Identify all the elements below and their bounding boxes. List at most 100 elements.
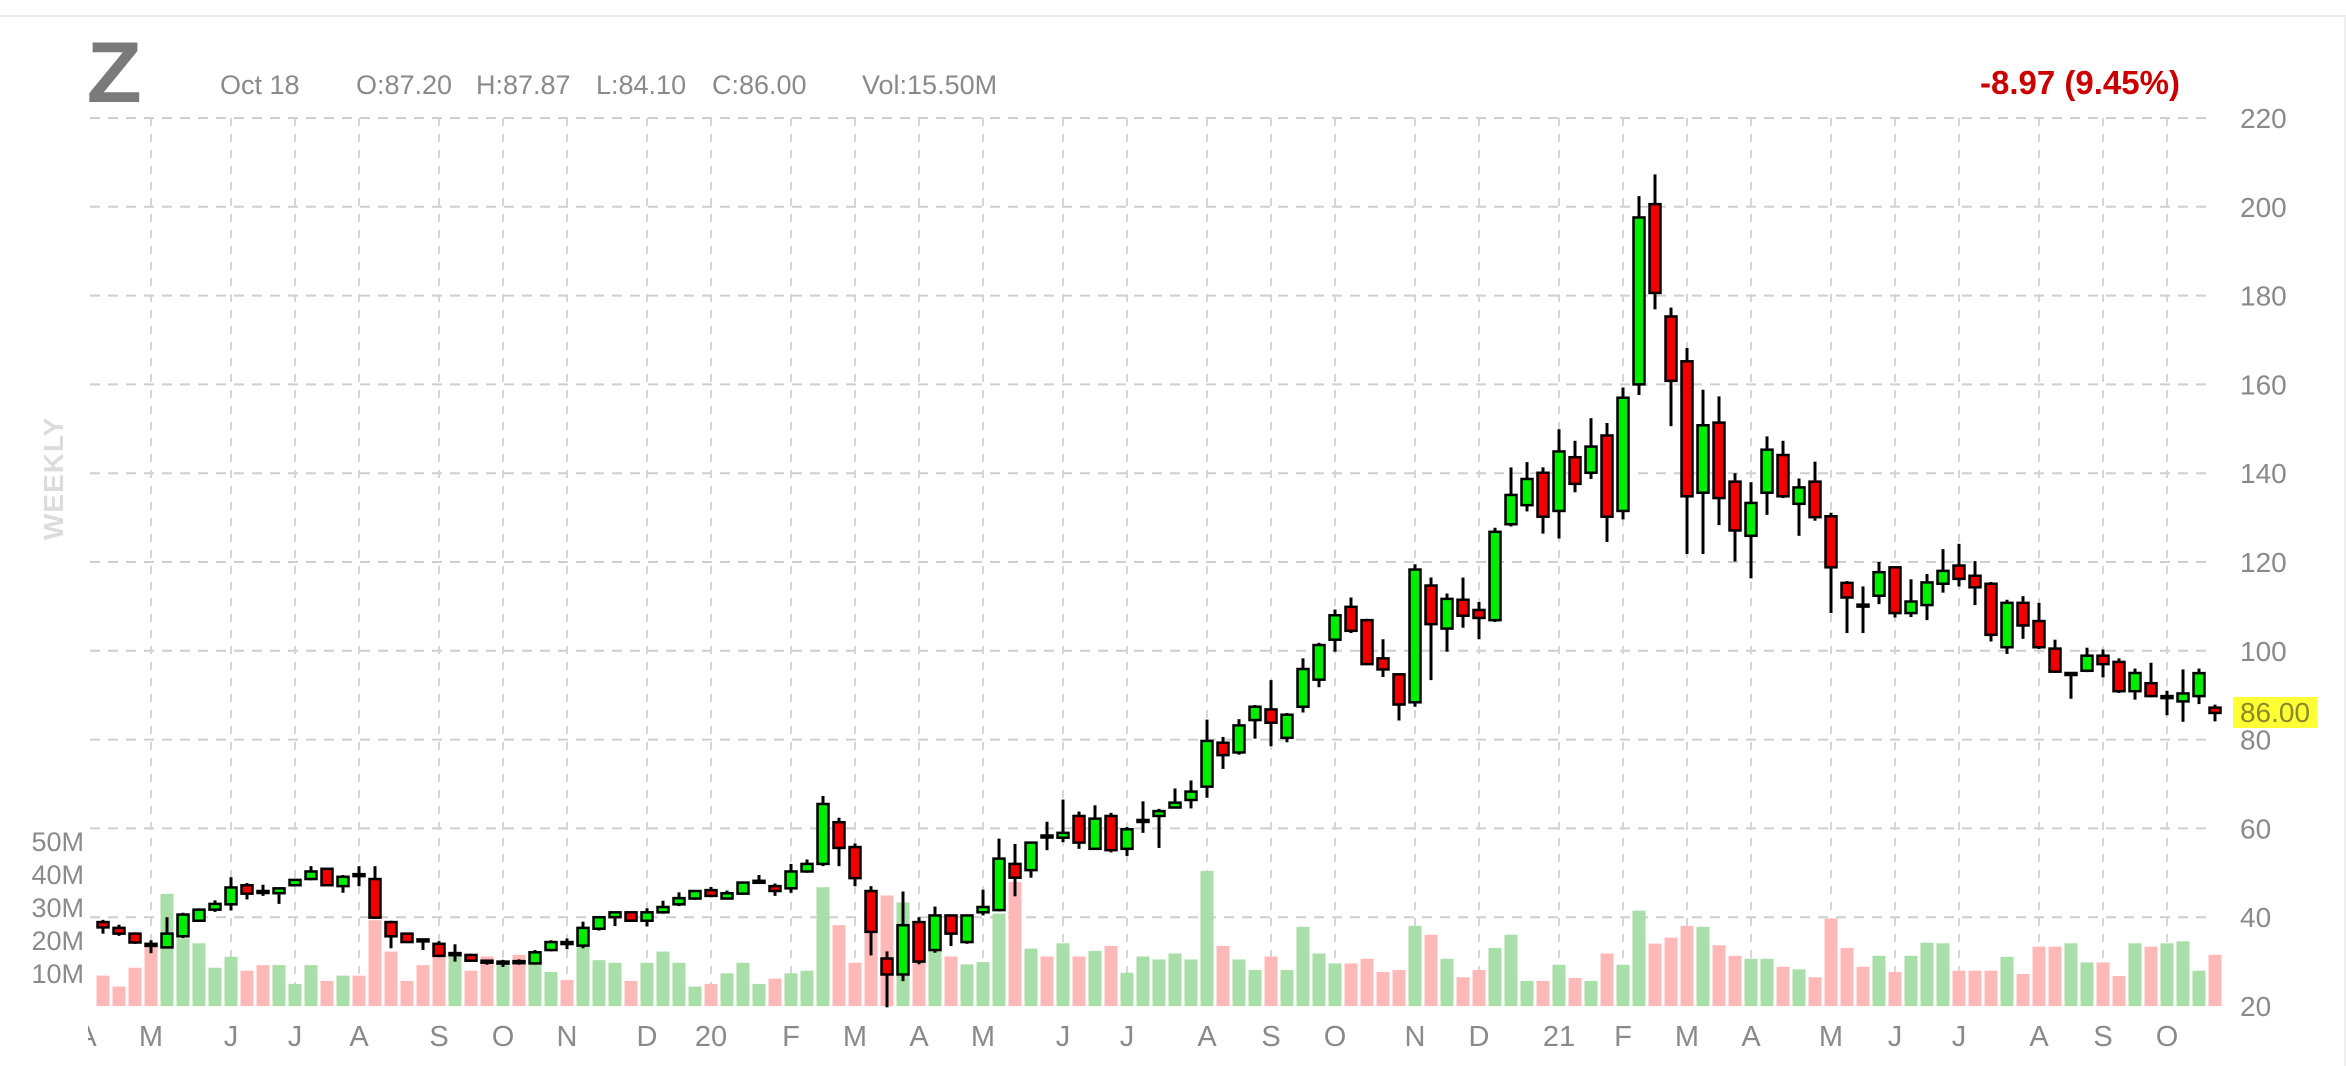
candle-body xyxy=(304,870,318,881)
volume-bar xyxy=(960,964,974,1006)
volume-bar xyxy=(176,938,190,1006)
candle-body xyxy=(2096,654,2110,666)
volume-bar xyxy=(640,962,654,1006)
candle-body xyxy=(1408,568,1422,704)
candle-body xyxy=(2080,654,2094,673)
time-tick-label: S xyxy=(1261,1021,1280,1053)
volume-bar xyxy=(560,979,574,1006)
candle-body xyxy=(2032,619,2046,649)
candle-body xyxy=(240,883,254,895)
candle-body xyxy=(640,911,654,923)
candle-body xyxy=(1296,667,1310,708)
candle-body xyxy=(976,905,990,914)
candle-body xyxy=(1904,600,1918,615)
candle-body xyxy=(1584,445,1598,475)
candle-body xyxy=(2000,601,2014,649)
volume-bar xyxy=(1632,910,1646,1006)
volume-bar xyxy=(1408,925,1422,1006)
time-tick-label: J xyxy=(1888,1021,1903,1053)
volume-bar xyxy=(2048,946,2062,1006)
candle-body xyxy=(608,911,622,919)
volume-bar xyxy=(256,965,270,1006)
candle-body xyxy=(1728,480,1742,532)
time-tick-label: M xyxy=(1675,1021,1699,1053)
time-tick-label: M xyxy=(139,1021,163,1053)
candle-body xyxy=(1392,673,1406,706)
candle-body xyxy=(208,902,222,911)
volume-bar xyxy=(192,943,206,1006)
time-tick-label: F xyxy=(1614,1021,1632,1053)
candle-body xyxy=(2016,601,2030,627)
candle-body xyxy=(1248,705,1262,722)
time-axis: A M J J A S O N D 20 F M A M J J A S O N D 21 F M A M J J A S O xyxy=(88,1021,2178,1053)
candle-body xyxy=(1376,657,1390,671)
time-tick-label: F xyxy=(782,1021,800,1053)
candle-body xyxy=(672,896,686,906)
candle-body xyxy=(416,938,430,943)
volume-bar xyxy=(2192,970,2206,1006)
time-tick-label: M xyxy=(1819,1021,1843,1053)
candle-body xyxy=(960,914,974,944)
volume-bar xyxy=(464,970,478,1006)
candle-body xyxy=(1568,455,1582,486)
volume-bar xyxy=(1776,966,1790,1006)
candle-body xyxy=(928,914,942,952)
volume-bar xyxy=(1568,977,1582,1006)
time-tick-label: M xyxy=(843,1021,867,1053)
volume-bar xyxy=(1440,958,1454,1006)
time-tick-label: S xyxy=(2093,1021,2112,1053)
time-tick-label: S xyxy=(429,1021,448,1053)
time-tick-label: A xyxy=(2029,1021,2049,1053)
volume-bar xyxy=(816,887,830,1006)
candle-body xyxy=(1328,614,1342,641)
volume-bar xyxy=(800,970,814,1006)
volume-bar xyxy=(128,967,142,1006)
time-tick-label: 21 xyxy=(1543,1021,1575,1053)
volume-bar xyxy=(1248,970,1262,1006)
candle-body xyxy=(2112,660,2126,693)
candle-body xyxy=(592,915,606,930)
time-tick-label: 20 xyxy=(695,1021,727,1053)
volume-bar xyxy=(1168,953,1182,1006)
volume-bar xyxy=(1520,980,1534,1006)
volume-bar xyxy=(704,983,718,1006)
volume-bar xyxy=(352,975,366,1006)
volume-bar xyxy=(928,951,942,1006)
candle-body xyxy=(320,867,334,887)
price-tick-label: 80 xyxy=(2240,725,2271,756)
volume-bar xyxy=(480,956,494,1006)
candle-body xyxy=(352,872,366,878)
volume-bar xyxy=(944,956,958,1006)
candle-body xyxy=(624,911,638,923)
volume-bar xyxy=(96,975,110,1006)
volume-bar xyxy=(1312,953,1326,1006)
candle-body xyxy=(1552,450,1566,513)
candle-body xyxy=(1696,423,1710,494)
candle-body xyxy=(272,887,286,895)
candle-body xyxy=(1632,216,1646,386)
price-tick-label: 40 xyxy=(2240,902,2271,933)
volume-bar xyxy=(240,970,254,1006)
volume-bar xyxy=(1584,980,1598,1006)
candle-body xyxy=(656,905,670,914)
candle-body xyxy=(560,940,574,946)
volume-bar xyxy=(2144,946,2158,1006)
candle-body xyxy=(880,957,894,976)
volume-bar xyxy=(656,951,670,1006)
volume-bar xyxy=(1376,972,1390,1006)
candle-body xyxy=(96,920,110,929)
candle-body xyxy=(1312,643,1326,681)
volume-bar xyxy=(2000,956,2014,1006)
candle-body xyxy=(736,881,750,895)
candle-body xyxy=(1808,480,1822,519)
volume-bar xyxy=(512,954,526,1006)
volume-bar xyxy=(848,962,862,1006)
candle-body xyxy=(2048,647,2062,673)
candle-body xyxy=(1856,603,1870,608)
time-tick-label: A xyxy=(909,1021,929,1053)
volume-bar xyxy=(1984,970,1998,1006)
volume-bar xyxy=(304,965,318,1006)
candle-body xyxy=(1456,598,1470,617)
